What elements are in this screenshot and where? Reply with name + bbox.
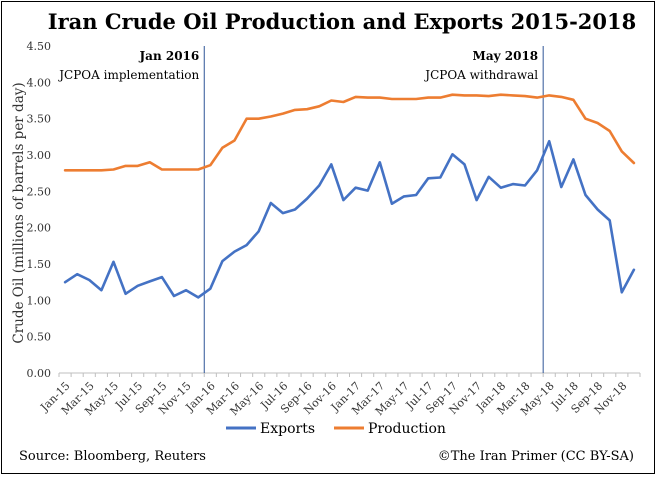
series-line-exports [63,139,636,299]
y-tick-label: 1.00 [27,294,52,307]
credit-note: ©The Iran Primer (CC BY-SA) [438,449,634,464]
y-tick-label: 2.00 [27,222,52,235]
chart-title: Iran Crude Oil Production and Exports 20… [48,9,637,34]
annotation-text: JCPOA implementation [57,68,199,82]
legend: Exports Production [226,421,446,437]
annotation-title: May 2018 [473,49,539,63]
legend-label-production: Production [368,421,446,437]
annotations: Jan 2016 JCPOA implementation May 2018 JCPO… [57,49,538,82]
series-group [63,93,636,299]
y-tick-label: 0.50 [27,331,52,344]
y-tick-label: 4.50 [27,40,52,53]
x-axis: Jan-15Mar-15May-15Jul-15Sep-15Nov-15Jan-… [37,372,641,418]
series-line-production [63,93,636,172]
y-tick-label: 4.00 [27,76,52,89]
annotation-title: Jan 2016 [138,49,199,63]
y-axis: 0.00 0.50 1.00 1.50 2.00 2.50 3.00 3.50 4.00 4.50 [27,40,52,380]
event-lines [203,46,544,373]
y-tick-label: 2.50 [27,185,52,198]
annotation-text: JCPOA withdrawal [423,68,538,82]
y-tick-label: 1.50 [27,258,52,271]
source-note: Source: Bloomberg, Reuters [19,449,206,464]
y-axis-label: Crude Oil (millions of barrels per day) [11,82,27,343]
y-tick-label: 0.00 [27,367,52,380]
legend-label-exports: Exports [260,421,315,437]
y-tick-label: 3.50 [27,113,52,126]
y-tick-label: 3.00 [27,149,52,162]
